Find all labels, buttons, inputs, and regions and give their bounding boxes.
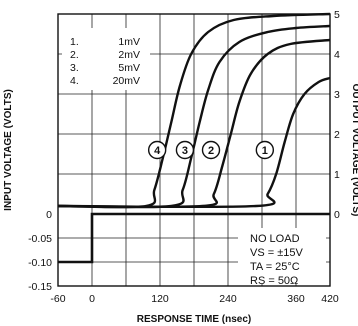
y-axis-left-label: INPUT VOLTAGE (VOLTS) — [3, 89, 14, 211]
x-tick-label: 0 — [89, 293, 95, 305]
curve-marker-label-2: 2 — [208, 145, 214, 157]
plot-border — [57, 13, 331, 287]
x-tick-label: 240 — [219, 293, 237, 305]
condition-load: NO LOAD — [250, 233, 300, 245]
y-right-tick-label: 3 — [334, 89, 340, 101]
y-left-tick-label: -0.10 — [28, 257, 52, 269]
legend-num-2: 2. — [70, 49, 79, 61]
curve-marker-circle-2 — [201, 140, 221, 160]
output-curve-4 — [57, 12, 331, 209]
curve-marker-circle-3 — [175, 140, 195, 160]
y-left-tick-label: 0 — [46, 209, 52, 221]
x-axis-label: RESPONSE TIME (nsec) — [137, 314, 251, 325]
legend-num-4: 4. — [70, 75, 79, 87]
condition-supply: VS = ±15V — [250, 247, 303, 259]
legend-num-3: 3. — [70, 62, 79, 74]
curve-markers: 4 3 2 1 — [147, 140, 275, 160]
legend-value-1: 1mV — [118, 36, 140, 48]
test-conditions: NO LOAD VS = ±15V TA = 25°C RS = 50Ω — [238, 228, 326, 287]
legend-value-2: 2mV — [118, 49, 140, 61]
output-curves — [57, 12, 331, 264]
y-right-tick-label: 1 — [334, 169, 340, 181]
legend-value-3: 5mV — [118, 62, 140, 74]
output-curve-2 — [57, 38, 331, 209]
y-right-tick-label: 5 — [334, 9, 340, 21]
curve-marker-label-3: 3 — [182, 145, 188, 157]
x-tick-label: -60 — [50, 293, 65, 305]
condition-temperature: TA = 25°C — [250, 261, 300, 273]
x-tick-label: 120 — [151, 293, 169, 305]
x-tick-label: 420 — [321, 293, 339, 305]
y-left-tick-label: -0.15 — [28, 281, 52, 293]
y-right-tick-label: 2 — [334, 129, 340, 141]
curve-marker-label-4: 4 — [154, 145, 161, 157]
y-left-tick-label: -0.05 — [28, 233, 52, 245]
axis-ticks: -60 0 120 240 360 420 0 -0.05 -0.10 -0.15 5 4 3 2 1 0 — [28, 9, 340, 305]
legend-background — [62, 28, 150, 90]
input-voltage-step — [58, 212, 330, 264]
curve-marker-label-1: 1 — [262, 145, 268, 157]
y-right-tick-label: 0 — [334, 209, 340, 221]
x-tick-label: 360 — [287, 293, 305, 305]
y-axis-right-label: OUTPUT VOLTAGE (VOLTS) — [350, 84, 358, 217]
curve-marker-circle-4 — [147, 140, 167, 160]
condition-source-resistance: RS = 50Ω — [250, 275, 298, 287]
legend-value-4: 20mV — [113, 75, 140, 87]
conditions-background — [238, 228, 326, 284]
y-right-tick-label: 4 — [334, 49, 340, 61]
legend-num-1: 1. — [70, 36, 79, 48]
output-curve-1 — [57, 76, 331, 209]
legend: 1. 1mV 2. 2mV 3. 5mV 4. 20mV — [62, 28, 150, 90]
output-curve-3 — [57, 24, 331, 209]
curve-marker-circle-1 — [255, 140, 275, 160]
